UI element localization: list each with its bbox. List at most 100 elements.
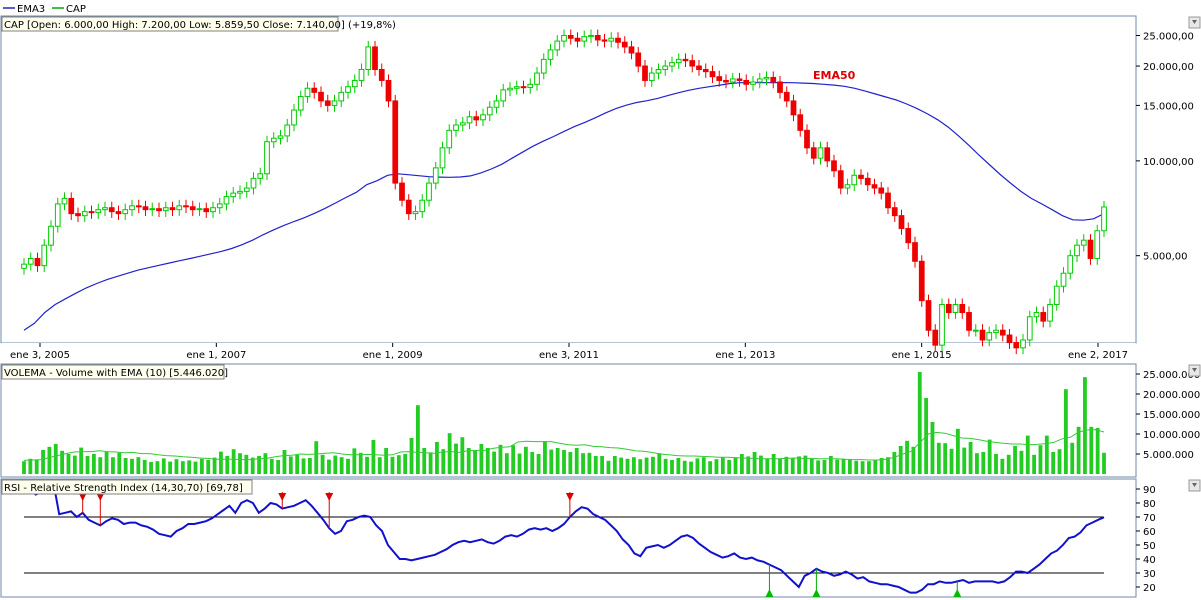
price-candle: [615, 32, 621, 49]
rsi-scroll-button[interactable]: [1188, 479, 1201, 492]
volume-bar: [66, 454, 71, 474]
candle-body-up: [270, 137, 277, 143]
volume-bar: [307, 458, 312, 474]
candle-body-up: [277, 135, 284, 139]
volume-bar: [327, 459, 331, 474]
candle-body-down: [783, 91, 790, 102]
volume-bar: [53, 444, 58, 474]
candle-body-up: [729, 78, 736, 83]
volume-bar: [1102, 452, 1106, 474]
price-candle: [608, 32, 615, 48]
price-candle: [466, 110, 473, 130]
volume-bar: [1044, 435, 1049, 474]
price-candle: [905, 222, 912, 249]
volume-bar: [644, 457, 649, 474]
volume-bar: [784, 456, 789, 474]
buy-signal-marker: [765, 589, 774, 597]
candle-body-down: [378, 68, 385, 81]
volume-bar: [816, 460, 821, 474]
candle-body-down: [318, 91, 324, 102]
price-candle: [149, 202, 156, 216]
price-candle: [176, 199, 183, 216]
volume-info-text: VOLEMA - Volume with EMA (10) [5.446.020…: [4, 368, 228, 379]
price-scroll-button[interactable]: [1188, 364, 1201, 377]
volume-bar: [231, 449, 236, 474]
volume-bar: [174, 459, 179, 474]
candle-body-up: [122, 209, 129, 215]
candle-body-up: [952, 303, 959, 314]
volume-bar: [536, 454, 541, 474]
volume-bar: [384, 448, 389, 474]
candle-body-down: [709, 71, 716, 78]
volume-bar: [473, 450, 477, 474]
volume-bar: [879, 458, 884, 474]
candle-body-down: [156, 208, 162, 212]
volume-bar: [447, 433, 452, 474]
top-scroll-button[interactable]: [1188, 16, 1201, 29]
volume-bar: [778, 458, 782, 474]
candle-body-up: [412, 211, 419, 215]
price-candle: [743, 74, 750, 91]
candle-body-up: [507, 87, 513, 91]
volume-bar: [168, 461, 173, 474]
price-candle: [203, 202, 210, 218]
price-candle: [41, 239, 48, 272]
price-candle: [183, 199, 189, 214]
candle-body-up: [547, 49, 554, 60]
sell-signal-marker: [278, 493, 287, 501]
candle-body-up: [1033, 312, 1040, 318]
volume-bar: [905, 440, 909, 474]
candle-body-down: [1087, 239, 1094, 259]
candle-body-up: [466, 116, 473, 124]
price-candle: [1006, 329, 1013, 349]
candle-body-up: [81, 211, 88, 217]
volume-bar: [91, 454, 96, 474]
volume-bar: [994, 454, 998, 474]
price-candle: [129, 199, 135, 216]
candle-body-up: [291, 109, 297, 126]
price-candle: [270, 132, 277, 149]
volume-bar: [98, 457, 103, 474]
volume-ema-line: [23, 429, 1105, 461]
candle-body-up: [48, 225, 54, 246]
price-candle: [1053, 280, 1060, 311]
date-axis-band: [1, 343, 1136, 363]
price-candle: [419, 194, 426, 218]
volume-bar: [562, 450, 566, 474]
volume-bar: [1089, 426, 1094, 474]
candle-body-up: [581, 36, 588, 42]
candle-body-down: [75, 213, 81, 217]
price-candle: [783, 86, 790, 108]
candle-body-down: [34, 257, 41, 267]
volume-bar: [225, 456, 230, 474]
price-candle: [21, 258, 27, 275]
price-candle: [318, 86, 324, 108]
candle-body-down: [871, 184, 878, 189]
volume-bar: [746, 456, 751, 474]
candle-body-up: [61, 197, 68, 205]
price-candle: [925, 294, 932, 337]
price-candle: [223, 190, 230, 211]
volume-bar: [574, 448, 579, 474]
price-candle: [88, 205, 95, 219]
volume-bar: [797, 456, 801, 474]
price-candle: [918, 255, 925, 307]
volume-bar: [22, 461, 26, 474]
volume-bar: [47, 446, 52, 474]
price-candle: [405, 194, 412, 220]
date-axis-label: ene 3, 2011: [539, 350, 599, 361]
volume-bar: [396, 455, 401, 474]
price-candle: [345, 80, 351, 99]
candle-body-up: [297, 96, 304, 111]
price-candle: [527, 78, 534, 94]
price-candle: [351, 74, 358, 93]
price-candle: [81, 205, 88, 222]
candle-body-down: [810, 147, 817, 159]
volume-bar: [803, 455, 808, 474]
price-candle: [864, 172, 871, 192]
volume-bar: [670, 460, 674, 474]
volume-bar: [155, 461, 160, 474]
volume-bar: [968, 442, 973, 474]
price-candle: [642, 60, 648, 87]
volume-bar: [149, 462, 153, 474]
